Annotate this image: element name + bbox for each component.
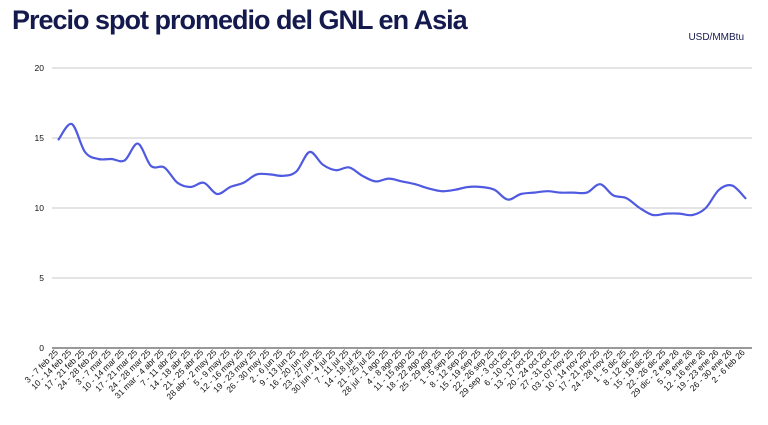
y-tick-label: 0 bbox=[39, 343, 44, 353]
data-point bbox=[361, 175, 363, 177]
data-point bbox=[559, 192, 562, 194]
data-point bbox=[454, 189, 456, 191]
data-point bbox=[282, 175, 284, 177]
data-point bbox=[691, 214, 694, 216]
chart-title: Precio spot promedio del GNL en Asia bbox=[12, 5, 468, 35]
data-point bbox=[625, 197, 628, 199]
data-point bbox=[308, 151, 311, 153]
data-point bbox=[137, 143, 139, 145]
data-point bbox=[97, 158, 99, 160]
data-point bbox=[744, 197, 746, 199]
data-point bbox=[322, 164, 324, 166]
data-point bbox=[335, 169, 337, 171]
data-point bbox=[533, 192, 535, 194]
data-point bbox=[414, 183, 416, 185]
data-point bbox=[176, 182, 179, 184]
data-point bbox=[203, 182, 205, 184]
data-point bbox=[58, 138, 60, 140]
data-point bbox=[216, 193, 218, 195]
data-point bbox=[507, 199, 509, 201]
data-point bbox=[229, 186, 231, 188]
unit-label: USD/MMBtu bbox=[688, 32, 744, 43]
data-point bbox=[401, 180, 403, 182]
data-point bbox=[110, 158, 113, 160]
data-point bbox=[520, 193, 522, 195]
data-point bbox=[163, 166, 165, 168]
data-point bbox=[256, 173, 258, 175]
data-point bbox=[599, 183, 601, 185]
y-tick-label: 10 bbox=[35, 203, 45, 213]
y-tick-label: 5 bbox=[39, 273, 44, 283]
data-point bbox=[374, 180, 377, 182]
data-point bbox=[586, 192, 588, 194]
gridlines bbox=[52, 67, 752, 349]
data-point bbox=[705, 207, 707, 209]
data-point bbox=[612, 194, 614, 196]
data-point bbox=[573, 192, 575, 194]
series-layer bbox=[57, 122, 747, 217]
data-point bbox=[84, 151, 86, 153]
data-point bbox=[467, 186, 469, 188]
data-point bbox=[546, 190, 548, 192]
data-point bbox=[348, 166, 350, 168]
data-point bbox=[480, 186, 482, 188]
data-point bbox=[441, 190, 443, 192]
data-point bbox=[124, 159, 126, 161]
data-point bbox=[678, 213, 680, 215]
y-tick-label: 15 bbox=[35, 133, 45, 143]
data-point bbox=[731, 185, 733, 187]
data-point bbox=[427, 187, 430, 189]
data-point bbox=[665, 213, 667, 215]
data-point bbox=[388, 178, 390, 180]
data-point bbox=[718, 189, 720, 191]
data-point bbox=[493, 189, 496, 191]
data-point bbox=[295, 171, 297, 173]
data-point bbox=[639, 207, 641, 209]
data-point bbox=[71, 123, 73, 125]
data-point bbox=[269, 173, 271, 175]
y-axis-ticks: 0 5 10 15 20 bbox=[35, 63, 45, 353]
y-tick-label: 20 bbox=[35, 63, 45, 73]
data-point bbox=[652, 214, 654, 216]
data-point bbox=[190, 186, 192, 188]
data-point bbox=[150, 165, 152, 167]
data-point bbox=[242, 182, 245, 184]
